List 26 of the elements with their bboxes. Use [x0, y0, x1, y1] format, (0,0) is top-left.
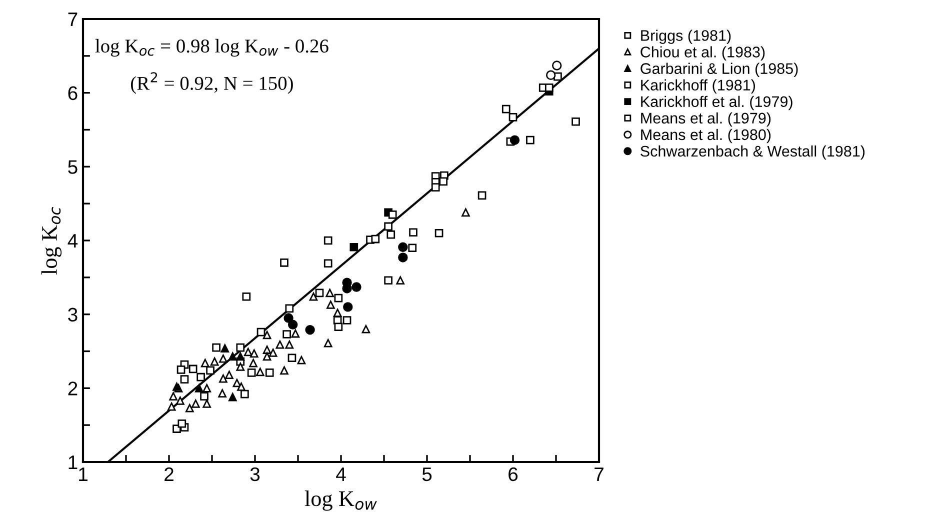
y-tick-label: 5	[68, 160, 78, 174]
y-tick-label: 1	[68, 456, 78, 470]
x-tick-label: 6	[508, 467, 518, 482]
y-axis-title: log K$_{oc}$	[41, 206, 62, 275]
annotation: (R$^{2}$ = 0.92, N = 150)	[130, 72, 293, 94]
y-tick-label: 3	[68, 308, 78, 322]
y-tick-label: 2	[68, 382, 78, 396]
legend-label: Garbarini & Lion (1985)	[640, 62, 798, 77]
y-tick-label: 4	[68, 234, 78, 248]
legend-label: Karickhoff et al. (1979)	[641, 96, 792, 110]
legend-label: Schwarzenbach & Westall (1981)	[640, 145, 865, 160]
x-tick-label: 4	[336, 468, 346, 481]
annotation: log K$_{oc}$ = 0.98 log K$_{ow}$ - 0.26	[95, 38, 328, 57]
x-axis-title: log K$_{ow}$	[304, 490, 377, 511]
legend-label: Karickhoff (1981)	[641, 79, 755, 94]
x-tick-label: 5	[422, 468, 432, 482]
x-tick-label: 3	[250, 467, 260, 482]
x-tick-label: 2	[164, 467, 174, 481]
legend-label: Briggs (1981)	[641, 30, 731, 44]
y-tick-label: 7	[68, 12, 78, 26]
x-tick-label: 7	[594, 468, 604, 481]
x-tick-label: 1	[79, 468, 88, 481]
y-tick-label: 6	[68, 86, 78, 100]
legend-label: Chiou et al. (1983)	[640, 46, 765, 60]
legend-label: Means et al. (1979)	[641, 112, 771, 127]
legend-label: Means et al. (1980)	[641, 128, 771, 144]
